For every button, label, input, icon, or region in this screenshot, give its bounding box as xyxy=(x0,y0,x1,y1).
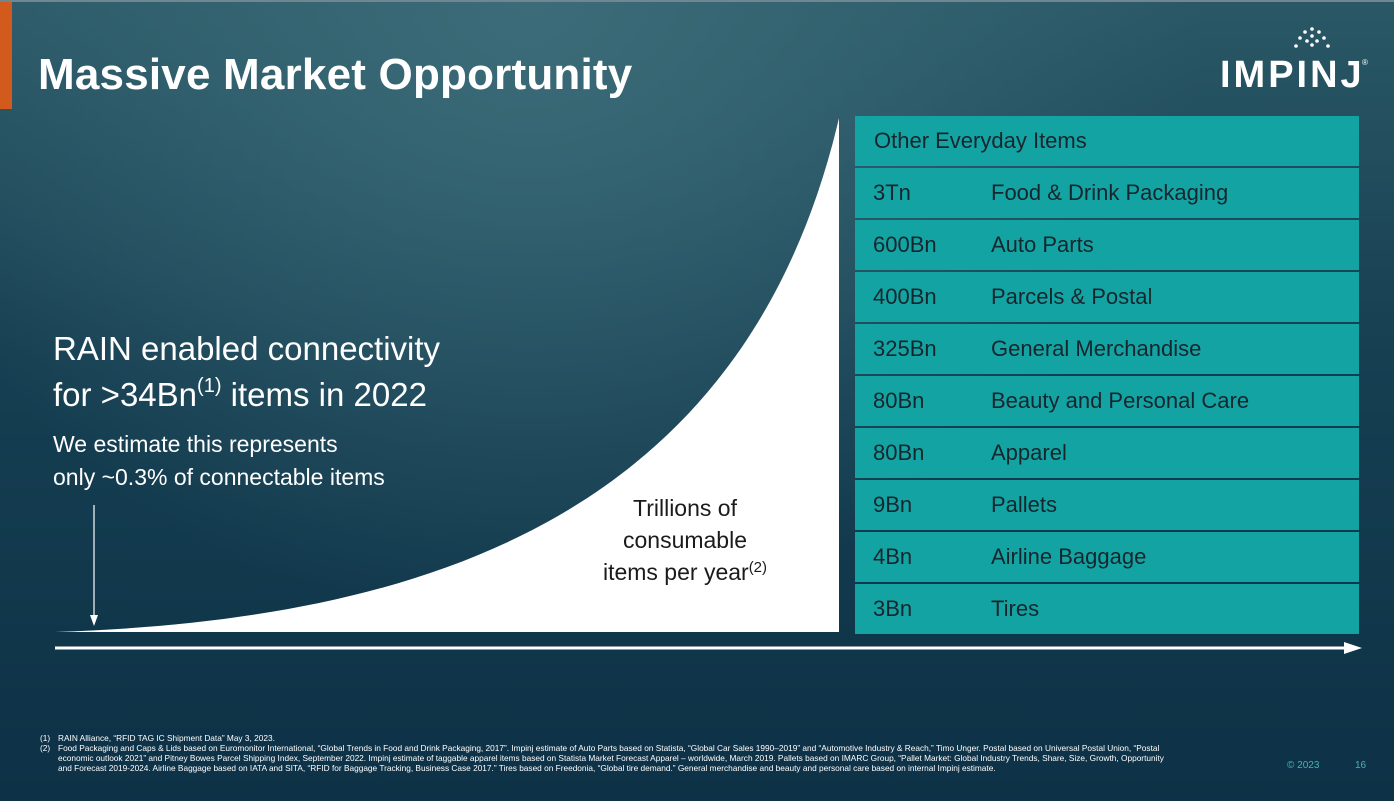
headline-line-1: RAIN enabled connectivity xyxy=(53,330,441,367)
footnote-1: (1) RAIN Alliance, “RFID TAG IC Shipment … xyxy=(40,733,1170,743)
row-category: Beauty and Personal Care xyxy=(991,388,1250,413)
growth-curve-shape xyxy=(55,118,839,632)
row-category: General Merchandise xyxy=(991,336,1202,361)
curve-label-line-1: Trillions of xyxy=(633,495,737,521)
headline-line-2-end: items in 2022 xyxy=(221,376,427,413)
row-count: 400Bn xyxy=(873,284,937,309)
footnote-ref-1: (1) xyxy=(197,375,222,397)
table-row: 3Bn Tires xyxy=(855,584,1359,634)
table-row: 325Bn General Merchandise xyxy=(855,324,1359,374)
headline-line-2: for >34Bn(1) items in 2022 xyxy=(53,372,440,418)
row-category: Tires xyxy=(991,596,1040,621)
footnote-number: (2) xyxy=(40,743,51,753)
table-row: 4Bn Airline Baggage xyxy=(855,532,1359,582)
curve-label-line-3: items per year(2) xyxy=(585,556,785,588)
logo-registered-mark: ® xyxy=(1362,58,1368,67)
footnote-text: RAIN Alliance, “RFID TAG IC Shipment Dat… xyxy=(58,733,275,743)
logo-dots-icon xyxy=(1294,27,1330,48)
headline: RAIN enabled connectivity for >34Bn(1) i… xyxy=(53,326,440,418)
row-category: Parcels & Postal xyxy=(991,284,1153,309)
footnote-ref-2: (2) xyxy=(748,559,768,576)
row-count: 9Bn xyxy=(873,492,913,517)
everyday-items-table: Other Everyday Items 3Tn Food & Drink Pac… xyxy=(855,116,1359,634)
row-count: 80Bn xyxy=(873,388,925,413)
top-divider-line xyxy=(0,0,1394,2)
row-count: 80Bn xyxy=(873,440,925,465)
row-count: 3Tn xyxy=(873,180,911,205)
page-number: 16 xyxy=(1355,760,1367,771)
estimate-line-1: We estimate this represents xyxy=(53,431,338,457)
table-row: 80Bn Beauty and Personal Care xyxy=(855,376,1359,426)
table-row: 9Bn Pallets xyxy=(855,480,1359,530)
curve-label-line-2: consumable xyxy=(622,527,748,553)
curve-label: Trillions of consumable items per year(2… xyxy=(585,492,785,588)
row-category: Food & Drink Packaging xyxy=(991,180,1229,205)
title-accent-bar xyxy=(0,2,12,109)
row-category: Auto Parts xyxy=(991,232,1094,257)
row-category: Pallets xyxy=(991,492,1058,517)
footnote-2: (2) Food Packaging and Caps & Lids based … xyxy=(40,743,1170,773)
footnotes: (1) RAIN Alliance, “RFID TAG IC Shipment … xyxy=(40,733,1170,773)
impinj-logo: IMPINJ ® xyxy=(1212,26,1377,96)
table-row: 600Bn Auto Parts xyxy=(855,220,1359,270)
row-category: Airline Baggage xyxy=(991,544,1147,569)
horizontal-axis-arrowhead xyxy=(1344,642,1362,654)
copyright-notice: © 2023 xyxy=(1287,760,1320,771)
table-header: Other Everyday Items xyxy=(855,116,1359,166)
footnote-text: Food Packaging and Caps & Lids based on … xyxy=(58,743,1164,773)
footnote-number: (1) xyxy=(40,733,51,743)
row-category: Apparel xyxy=(991,440,1067,465)
row-count: 325Bn xyxy=(873,336,937,361)
table-row: 3Tn Food & Drink Packaging xyxy=(855,168,1359,218)
table-row: 80Bn Apparel xyxy=(855,428,1359,478)
row-count: 3Bn xyxy=(873,596,913,621)
headline-line-2-start: for >34Bn xyxy=(53,376,198,413)
estimate-text: We estimate this represents only ~0.3% o… xyxy=(53,428,385,494)
row-count: 600Bn xyxy=(873,232,937,257)
slide-title: Massive Market Opportunity xyxy=(38,50,633,99)
curve-label-line-3-text: items per year xyxy=(602,559,749,585)
row-count: 4Bn xyxy=(873,544,913,569)
table-row: 400Bn Parcels & Postal xyxy=(855,272,1359,322)
logo-wordmark: IMPINJ xyxy=(1220,54,1365,96)
pointer-arrowhead xyxy=(90,615,98,626)
estimate-line-2: only ~0.3% of connectable items xyxy=(53,464,385,490)
